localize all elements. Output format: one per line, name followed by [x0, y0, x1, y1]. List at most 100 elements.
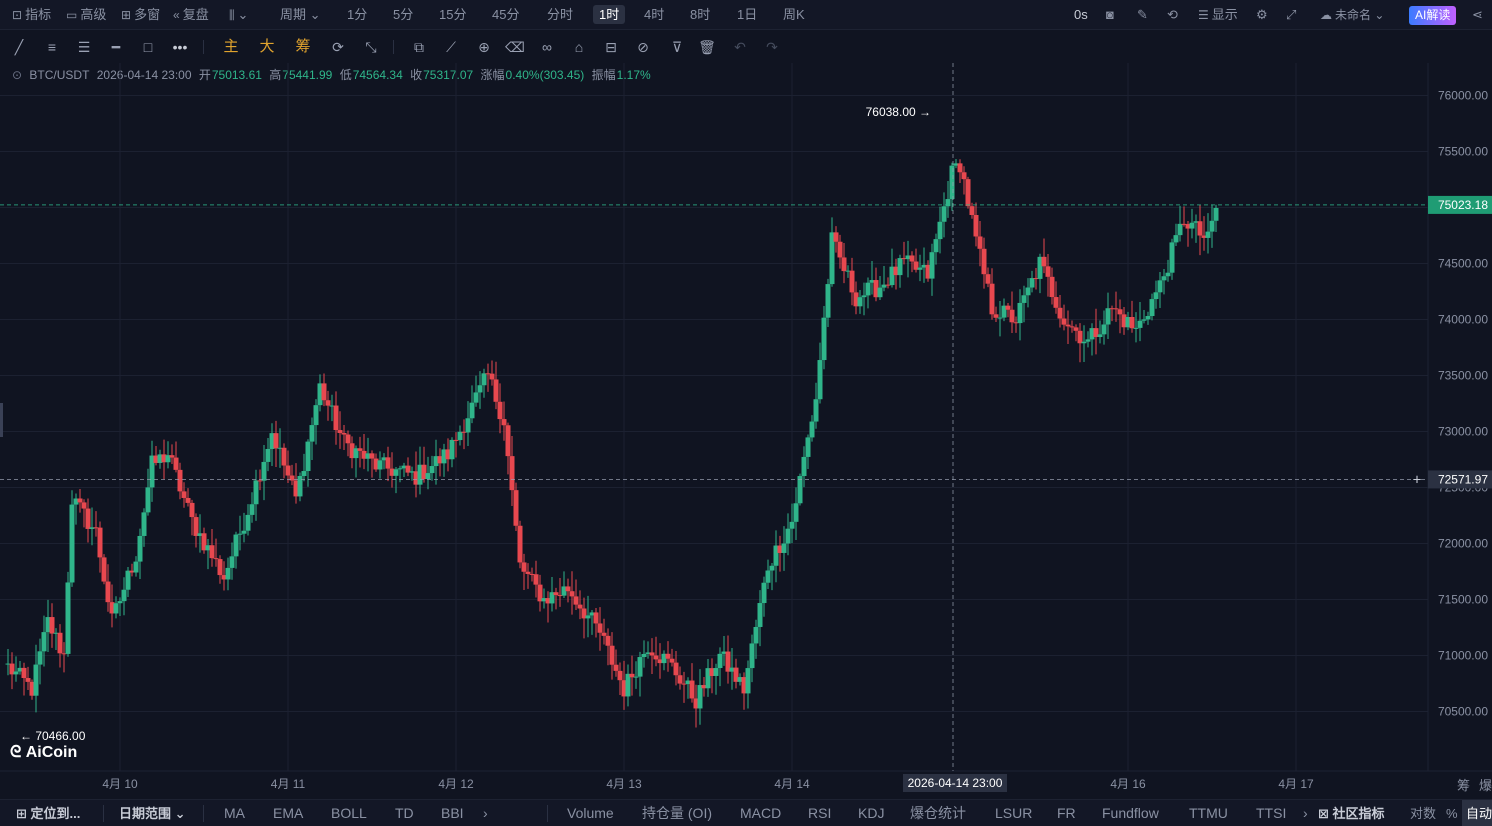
indicator-ttsi[interactable]: TTSI [1256, 805, 1287, 821]
period-1w[interactable]: 周K [783, 0, 805, 30]
chart-type-dropdown[interactable]: ⫼ ⌄ [229, 0, 248, 30]
redo-icon[interactable]: ↷ [766, 39, 778, 55]
more-tools-icon[interactable]: ••• [172, 39, 188, 55]
indicator-boll[interactable]: BOLL [331, 805, 367, 821]
candle-body [1197, 221, 1203, 236]
candle-body [605, 635, 611, 646]
multi-window-button[interactable]: ⊞ 多窗 [121, 0, 160, 30]
indicator-liquidation[interactable]: 爆仓统计 [910, 805, 966, 821]
template-icon[interactable]: ⊟ [605, 39, 617, 55]
ruler-icon[interactable]: ⟋ [446, 39, 456, 55]
trash-icon[interactable]: 🗑 [698, 39, 716, 55]
visibility-icon[interactable]: ∞ [542, 39, 552, 55]
locate-button[interactable]: ⊞ 定位到... [16, 800, 80, 826]
big-order-button[interactable]: 大 [259, 38, 275, 55]
period-8h[interactable]: 8时 [690, 0, 710, 30]
indicator-rsi[interactable]: RSI [808, 805, 832, 821]
link-icon[interactable]: ⊘ [637, 39, 649, 55]
period-timeshare[interactable]: 分时 [547, 0, 573, 30]
candle-body [1089, 328, 1095, 340]
indicator-lsur[interactable]: LSUR [995, 805, 1033, 821]
advanced-button[interactable]: ▭ 高级 [66, 0, 106, 30]
filter-icon[interactable]: ⊽ [671, 39, 683, 55]
candle-body [513, 490, 519, 526]
top-toolbar: ⊡ 指标 ▭ 高级 ⊞ 多窗 «复盘 ⫼ ⌄ 周期 ⌄ 1分 5分 15分 45分 分时… [0, 0, 1492, 30]
candle-body [1201, 235, 1207, 238]
indicator-fundflow[interactable]: Fundflow [1102, 805, 1159, 821]
chevron-circle-icon[interactable]: ⊙ [12, 68, 23, 82]
chevron-right-icon[interactable]: › [1303, 805, 1308, 821]
candlestick-chart[interactable]: 76000.0075500.0075000.0074500.0074000.00… [0, 63, 1492, 798]
eraser-icon[interactable]: ⌫ [505, 39, 525, 55]
candle-body [1009, 309, 1015, 323]
candle-body [377, 460, 383, 470]
camera-icon[interactable]: ◙ [1106, 7, 1114, 22]
indicator-macd[interactable]: MACD [740, 805, 782, 821]
undo-icon[interactable]: ↶ [734, 39, 746, 55]
horizontal-ray-icon[interactable]: ━ [111, 39, 121, 55]
candle-body [529, 573, 535, 575]
indicator-td[interactable]: TD [395, 805, 414, 821]
replay-button[interactable]: «复盘 [173, 0, 209, 30]
indicator-fr[interactable]: FR [1057, 805, 1076, 821]
indicator-bbi[interactable]: BBI [441, 805, 464, 821]
pencil-icon[interactable]: ✎ [1137, 7, 1148, 22]
period-5m[interactable]: 5分 [393, 0, 413, 30]
community-indicators-button[interactable]: ⊠ 社区指标 [1318, 800, 1385, 826]
time-axis[interactable]: 4月 10 4月 11 4月 12 4月 13 4月 14 4月 16 4月 17 [102, 777, 1314, 791]
candle-body [9, 663, 15, 675]
period-1d[interactable]: 1日 [737, 0, 757, 30]
indicator-ttmu[interactable]: TTMU [1189, 805, 1228, 821]
share-icon[interactable]: ⋖ [1472, 7, 1483, 22]
grid-icon: ⊞ [121, 8, 132, 22]
separator [103, 805, 104, 822]
display-button[interactable]: ☰ 显示 [1198, 0, 1238, 30]
candle-body [977, 236, 983, 249]
percent-scale-toggle[interactable]: % [1446, 806, 1458, 821]
candle-body [285, 465, 291, 476]
fullscreen-icon[interactable]: ⤢ [1286, 7, 1297, 22]
indicator-kdj[interactable]: KDJ [858, 805, 885, 821]
candle-body [221, 575, 227, 580]
indicator-ma[interactable]: MA [224, 805, 245, 821]
settings-icon[interactable]: ⚙ [1256, 7, 1268, 22]
candle-body [1157, 280, 1163, 293]
period-1h[interactable]: 1时 [593, 0, 626, 30]
candle-body [705, 668, 711, 689]
period-45m[interactable]: 45分 [492, 0, 519, 30]
price-tick: 74000.00 [1438, 313, 1488, 327]
date-range-dropdown[interactable]: 日期范围 ⌄ [119, 800, 186, 826]
candle-body [1125, 316, 1131, 328]
indicator-oi[interactable]: 持仓量 (OI) [642, 805, 712, 821]
grid [0, 63, 1492, 772]
restore-icon[interactable]: ⟲ [1167, 7, 1178, 22]
candle-body [161, 454, 167, 463]
period-1m[interactable]: 1分 [347, 0, 367, 30]
trend-line-icon[interactable]: ╱ [14, 39, 24, 55]
parallel-lines-icon[interactable]: ≡ [47, 39, 57, 55]
period-4h[interactable]: 4时 [644, 0, 664, 30]
layout-dropdown[interactable]: ☁ 未命名 ⌄ [1320, 0, 1384, 30]
price-axis[interactable]: 76000.0075500.0075000.0074500.0074000.00… [1438, 89, 1488, 719]
period-dropdown[interactable]: 周期 ⌄ [280, 0, 321, 30]
rectangle-icon[interactable]: □ [143, 39, 153, 55]
period-15m[interactable]: 15分 [439, 0, 466, 30]
copy-icon[interactable]: ⧉ [414, 39, 424, 55]
magnet-icon[interactable]: ⊕ [478, 39, 490, 55]
log-scale-toggle[interactable]: 对数 [1410, 806, 1437, 821]
indicators-button[interactable]: ⊡ 指标 [12, 0, 51, 30]
candle-body [669, 658, 675, 663]
lock-icon[interactable]: ⌂ [574, 39, 584, 55]
auto-scale-toggle[interactable]: 自动 [1462, 800, 1492, 826]
horizontal-lines-icon[interactable]: ☰ [77, 39, 91, 55]
main-chip-button[interactable]: 主 [223, 38, 239, 55]
alert-icon[interactable]: ⟳ [332, 39, 344, 55]
indicator-ema[interactable]: EMA [273, 805, 304, 821]
candle-body [69, 504, 75, 583]
chip-distribution-button[interactable]: 筹 [295, 38, 311, 55]
chevron-right-icon[interactable]: › [483, 805, 488, 821]
ai-interpret-button[interactable]: AI解读 [1409, 6, 1457, 25]
measure-icon[interactable]: ⤡ [365, 39, 377, 55]
indicator-volume[interactable]: Volume [567, 805, 614, 821]
candle-body [265, 448, 271, 462]
